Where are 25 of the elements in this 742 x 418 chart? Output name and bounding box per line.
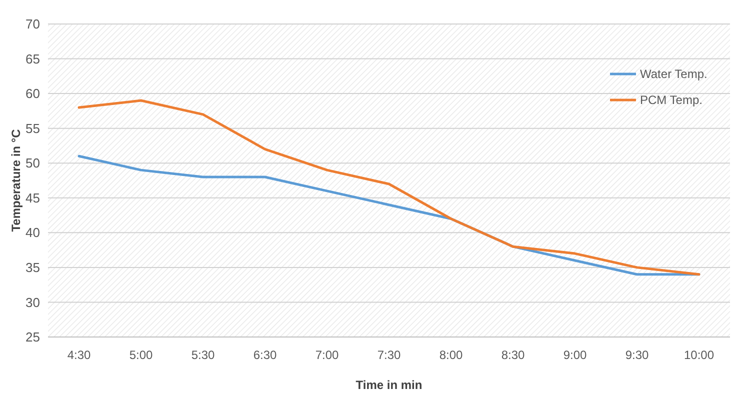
legend-label: PCM Temp. <box>640 93 702 108</box>
x-tick-label: 8:30 <box>501 348 525 362</box>
x-tick-label: 5:00 <box>129 348 153 362</box>
x-tick-label: 10:00 <box>684 348 714 362</box>
x-tick-label: 7:30 <box>377 348 401 362</box>
x-axis-title: Time in min <box>356 378 422 392</box>
y-tick-label: 35 <box>26 260 40 275</box>
y-tick-label: 45 <box>26 190 40 206</box>
y-tick-label: 30 <box>26 294 40 310</box>
y-tick-label: 70 <box>26 16 40 32</box>
legend-label: Water Temp. <box>640 67 708 82</box>
y-tick-label: 65 <box>26 51 40 66</box>
x-tick-label: 8:00 <box>439 348 463 362</box>
x-tick-label: 4:30 <box>67 348 91 362</box>
y-tick-label: 40 <box>26 225 40 240</box>
y-tick-label: 50 <box>26 156 40 171</box>
x-tick-label: 5:30 <box>191 348 215 362</box>
y-tick-label: 60 <box>26 86 40 102</box>
y-tick-label: 55 <box>26 120 40 136</box>
x-tick-label: 9:30 <box>625 348 649 362</box>
x-tick-label: 7:00 <box>315 348 339 362</box>
y-axis-title: Temperature in °C <box>9 128 23 232</box>
x-tick-label: 6:30 <box>253 348 277 362</box>
y-tick-label: 25 <box>26 330 40 345</box>
x-tick-label: 9:00 <box>563 348 587 362</box>
